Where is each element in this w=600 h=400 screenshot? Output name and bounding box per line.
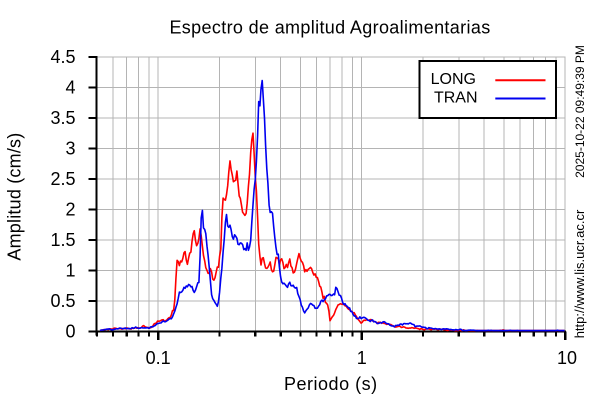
svg-text:TRAN: TRAN	[434, 90, 478, 107]
svg-text:Periodo (s): Periodo (s)	[284, 374, 378, 394]
svg-text:1: 1	[357, 348, 367, 368]
svg-text:LONG: LONG	[431, 71, 476, 88]
svg-text:0.5: 0.5	[50, 291, 75, 311]
svg-text:http://www.lis.ucr.ac.cr: http://www.lis.ucr.ac.cr	[572, 209, 587, 338]
svg-text:3: 3	[65, 138, 75, 158]
svg-text:4.5: 4.5	[50, 47, 75, 67]
svg-text:Amplitud (cm/s): Amplitud (cm/s)	[4, 133, 24, 261]
svg-text:Espectro de amplitud Agroalime: Espectro de amplitud Agroalimentarias	[169, 18, 490, 38]
svg-text:4: 4	[65, 77, 75, 97]
svg-text:1: 1	[65, 260, 75, 280]
svg-text:2.5: 2.5	[50, 169, 75, 189]
svg-text:0.1: 0.1	[146, 348, 171, 368]
svg-text:1.5: 1.5	[50, 230, 75, 250]
svg-text:2025-10-22 09:49:39 PM: 2025-10-22 09:49:39 PM	[573, 45, 587, 178]
svg-text:3.5: 3.5	[50, 108, 75, 128]
svg-text:10: 10	[557, 348, 577, 368]
svg-text:0: 0	[65, 321, 75, 341]
svg-text:2: 2	[65, 199, 75, 219]
